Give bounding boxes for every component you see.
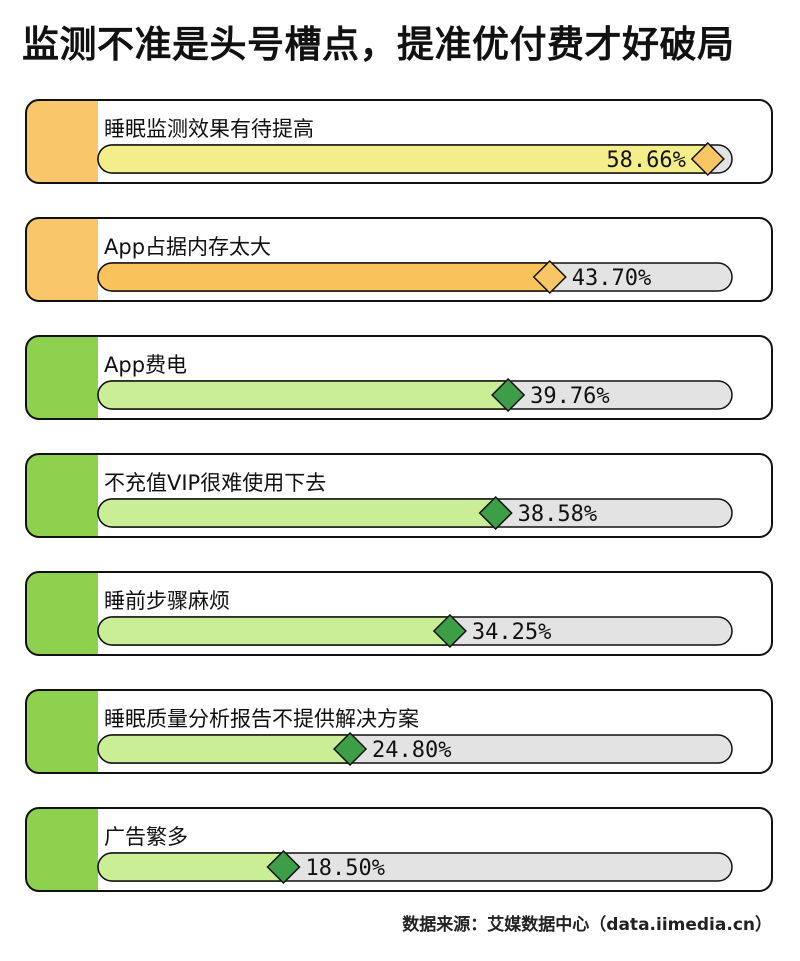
value-label: 39.76%	[530, 384, 609, 409]
source-note: 数据来源：艾媒数据中心（data.iimedia.cn）	[402, 915, 772, 935]
bar-end-diamond	[478, 495, 513, 531]
value-label: 38.58%	[518, 502, 597, 527]
category-label: 不充值VIP很难使用下去	[104, 471, 326, 495]
bar	[97, 380, 519, 410]
category-label: App占据内存太大	[104, 235, 271, 259]
card-border	[25, 217, 773, 302]
category-label: 广告繁多	[104, 825, 188, 849]
card-border	[25, 807, 773, 892]
bar	[97, 734, 361, 764]
value-label: 58.66%	[606, 148, 685, 173]
bar-end-diamond	[690, 141, 725, 177]
category-label: 睡眠监测效果有待提高	[104, 117, 314, 141]
bar	[97, 262, 561, 292]
category-label: 睡眠质量分析报告不提供解决方案	[104, 707, 419, 731]
category-label: 睡前步骤麻烦	[104, 589, 230, 613]
bar	[97, 616, 461, 646]
card-border	[25, 571, 773, 656]
value-label: 24.80%	[372, 738, 451, 763]
category-label: App费电	[104, 353, 187, 377]
value-label: 34.25%	[472, 620, 551, 645]
card-border	[25, 689, 773, 774]
bar	[97, 852, 295, 882]
chart-title: 监测不准是头号槽点，提准优付费才好破局	[22, 23, 735, 66]
card-border	[25, 335, 773, 420]
bar-end-diamond	[332, 731, 368, 767]
card-border	[25, 99, 773, 184]
bar	[97, 498, 507, 528]
bar-end-diamond	[532, 259, 567, 295]
value-label: 18.50%	[305, 856, 384, 881]
value-label: 43.70%	[572, 266, 651, 291]
bar-end-diamond	[491, 377, 526, 413]
card-border	[25, 453, 773, 538]
bar-end-diamond	[266, 849, 301, 885]
bar-end-diamond	[432, 613, 467, 649]
